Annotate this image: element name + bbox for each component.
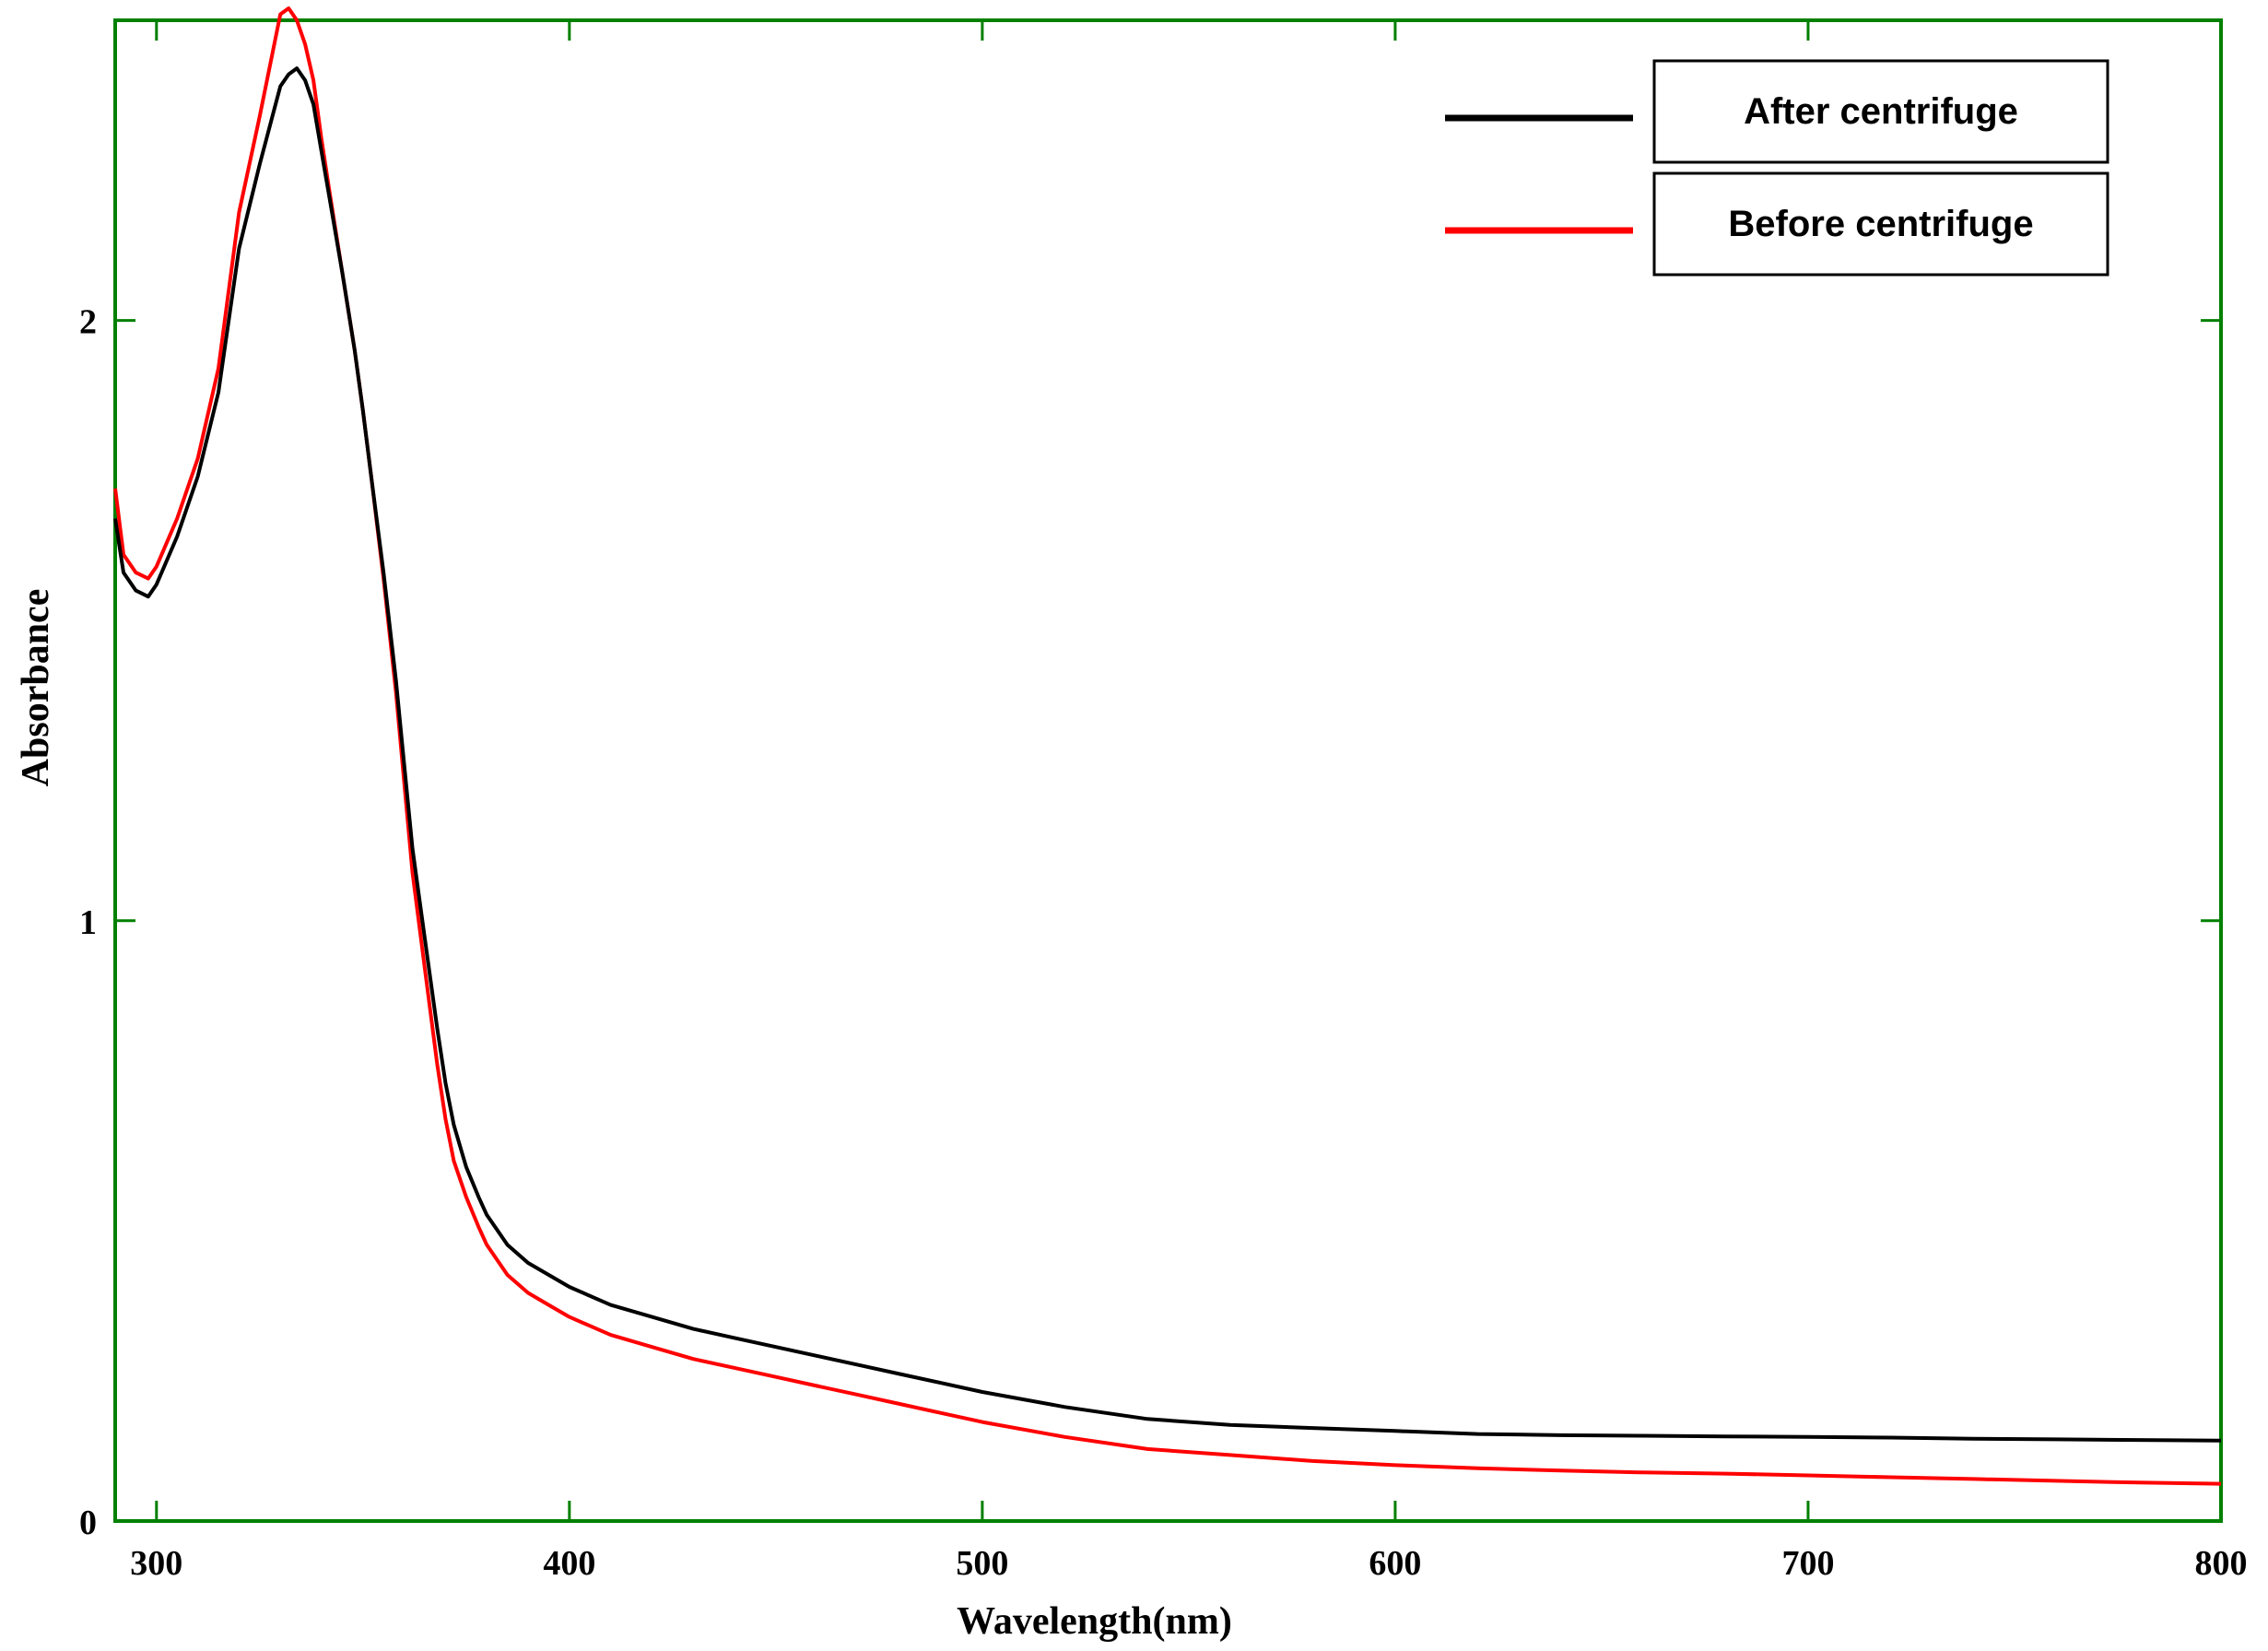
plot-frame — [113, 18, 2223, 1523]
series-line-after-centrifuge — [113, 66, 2222, 1443]
x-tick-label: 800 — [2195, 1544, 2248, 1583]
x-axis-label: Wavelength(nm) — [957, 1600, 1232, 1643]
y-tick-label: 2 — [79, 303, 97, 342]
x-tick-label: 600 — [1369, 1544, 1421, 1583]
y-axis-label: Absorbance — [15, 589, 57, 787]
legend-box — [1652, 59, 2109, 164]
legend-label: Before centrifuge — [1728, 204, 2033, 244]
x-tick-label: 500 — [956, 1544, 1008, 1583]
series-lines — [113, 6, 2222, 1486]
y-tick-label: 1 — [79, 903, 97, 942]
legend: After centrifuge Before centrifuge — [1445, 59, 2109, 277]
axis-ticks — [115, 20, 2223, 1523]
x-tick-label: 400 — [543, 1544, 595, 1583]
x-tick-label: 700 — [1781, 1544, 1834, 1583]
legend-label: After centrifuge — [1744, 91, 2018, 132]
legend-box — [1652, 171, 2109, 277]
x-tick-label: 300 — [130, 1544, 182, 1583]
series-line-before-centrifuge — [113, 6, 2222, 1486]
y-tick-label: 0 — [79, 1504, 97, 1542]
tick-labels: 300 400 500 600 700 800 0 1 2 — [79, 303, 2248, 1583]
